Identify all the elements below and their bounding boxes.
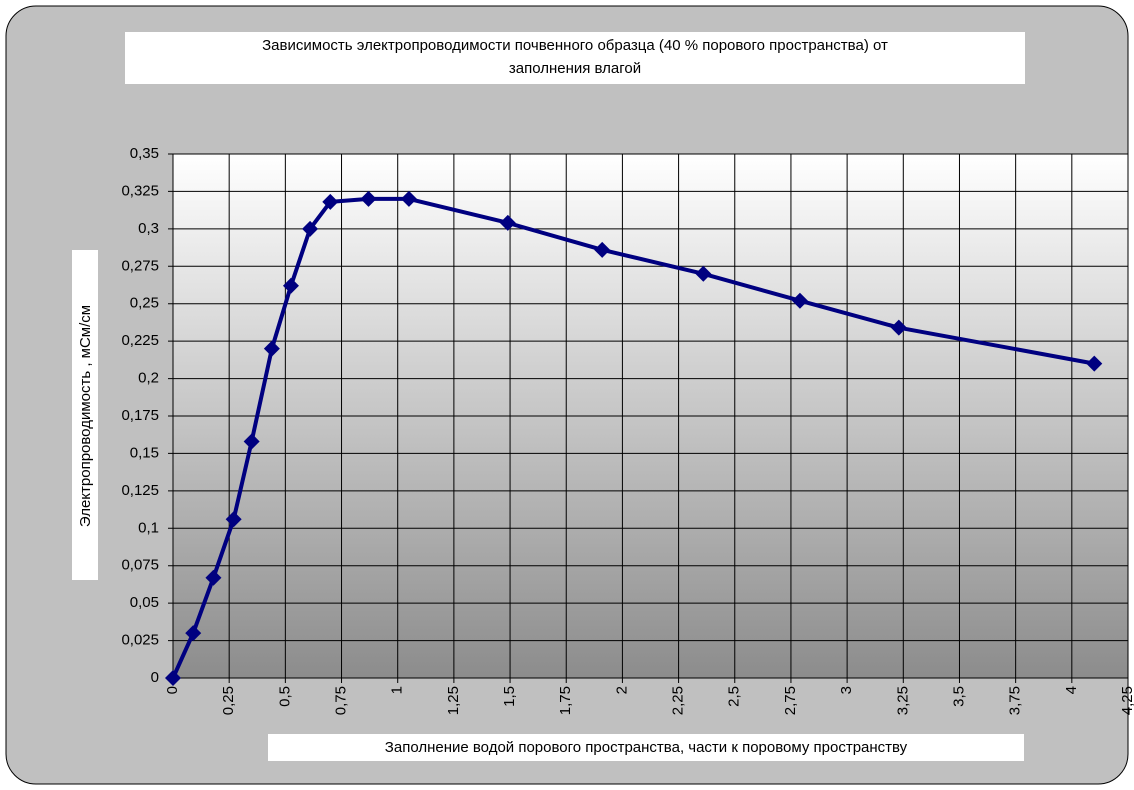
- chart-title: заполнения влагой: [509, 60, 641, 77]
- y-tick-label: 0,1: [138, 519, 159, 536]
- y-tick-label: 0,3: [138, 220, 159, 237]
- data-point: [165, 670, 181, 686]
- y-tick-label: 0,325: [121, 182, 159, 199]
- data-point: [243, 433, 260, 450]
- y-tick-label: 0,15: [130, 444, 159, 461]
- x-tick-label: 0,25: [220, 686, 237, 715]
- data-point: [263, 340, 280, 357]
- y-tick-label: 0: [151, 669, 159, 686]
- y-label-box: [72, 250, 98, 580]
- x-tick-label: 3,75: [1007, 686, 1024, 715]
- y-tick-label: 0,025: [121, 632, 159, 649]
- x-tick-label: 3,5: [950, 686, 967, 707]
- x-tick-label: 2: [613, 686, 630, 694]
- x-tick-label: 4,25: [1119, 686, 1134, 715]
- x-tick-label: 1,75: [557, 686, 574, 715]
- x-tick-label: 1,5: [501, 686, 518, 707]
- data-point: [360, 190, 377, 207]
- data-point: [185, 625, 202, 642]
- x-tick-label: 3,25: [894, 686, 911, 715]
- y-tick-label: 0,175: [121, 407, 159, 424]
- y-tick-label: 0,35: [130, 145, 159, 162]
- data-point: [594, 241, 611, 258]
- data-point: [499, 214, 516, 231]
- y-tick-label: 0,125: [121, 482, 159, 499]
- x-tick-label: 0,75: [332, 686, 349, 715]
- x-tick-label: 2,25: [670, 686, 687, 715]
- y-tick-label: 0,2: [138, 370, 159, 387]
- plot-border: [172, 153, 1129, 679]
- x-tick-label: 3: [838, 686, 855, 694]
- data-point: [225, 511, 242, 528]
- x-tick-label: 0,5: [276, 686, 293, 707]
- x-label-box: [268, 734, 1024, 761]
- x-tick-label: 4: [1063, 686, 1080, 694]
- x-tick-label: 1: [389, 686, 406, 694]
- x-tick-label: 1,25: [445, 686, 462, 715]
- y-tick-label: 0,275: [121, 257, 159, 274]
- data-point: [282, 277, 299, 294]
- x-axis-label: Заполнение водой порового пространства, …: [385, 739, 908, 756]
- data-point: [302, 220, 319, 237]
- data-point: [1086, 355, 1103, 372]
- data-point: [890, 319, 907, 336]
- data-point: [322, 193, 339, 210]
- chart-title: Зависимость электропроводимости почвенно…: [262, 37, 888, 54]
- y-tick-label: 0,05: [130, 594, 159, 611]
- data-point: [400, 190, 417, 207]
- x-tick-label: 0: [164, 686, 181, 694]
- y-axis-label: Электропроводимость , мСм/см: [77, 305, 94, 527]
- y-tick-label: 0,225: [121, 332, 159, 349]
- x-tick-label: 2,75: [782, 686, 799, 715]
- y-tick-label: 0,25: [130, 295, 159, 312]
- x-tick-label: 2,5: [726, 686, 743, 707]
- y-tick-label: 0,075: [121, 557, 159, 574]
- data-point: [205, 569, 222, 586]
- data-point: [695, 265, 712, 282]
- data-point: [791, 292, 808, 309]
- title-box: [125, 32, 1025, 84]
